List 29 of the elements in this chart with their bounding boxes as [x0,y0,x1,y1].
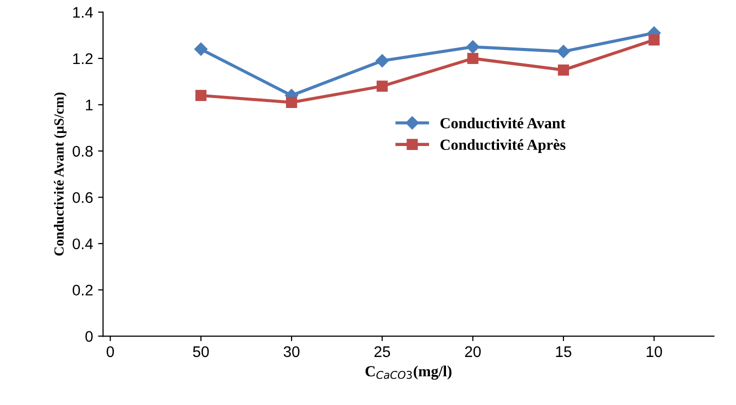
x-tick-label: 50 [193,346,209,358]
point [376,80,388,92]
y-tick-label: 0.6 [72,192,93,203]
legend-label: Conductivité Avant [440,118,566,128]
y-tick-label: 1.2 [73,53,93,64]
y-tick-label: 0.8 [72,146,93,157]
point [195,90,206,102]
y-tick-label: 0.4 [72,238,93,250]
x-tick-label: 30 [284,346,300,358]
point [286,96,298,108]
point [467,52,478,64]
x-tick-label: 0 [106,346,114,358]
point [466,40,480,54]
y-tick-label: 1 [86,100,93,110]
y-tick-label: 1.4 [73,7,93,18]
point [648,34,660,46]
x-tick-label: 20 [465,346,481,358]
x-tick-label: 10 [646,346,662,358]
x-axis-title: C$_{CaCO3}$(mg/l) [366,366,452,380]
y-tick-label: 0.2 [72,284,93,296]
point [376,54,389,68]
point [194,42,208,56]
y-axis-title: Conductivité Avant (µS/cm) [54,92,67,256]
point [556,44,570,58]
point [558,64,570,76]
y-tick-label: 0 [85,331,93,342]
legend-label: Conductivité Après [440,139,566,154]
x-tick-label: 25 [374,346,390,358]
x-tick-label: 15 [556,346,572,358]
